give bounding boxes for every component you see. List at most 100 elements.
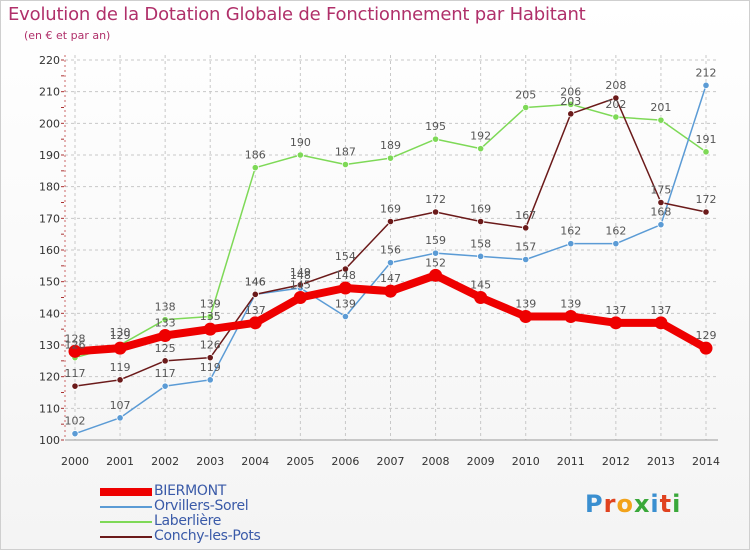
legend-swatch (100, 521, 152, 523)
data-label: 137 (245, 304, 266, 317)
data-label: 128 (65, 332, 86, 345)
data-label: 149 (290, 266, 311, 279)
data-point (71, 382, 79, 390)
data-point (654, 316, 668, 330)
data-label: 195 (425, 120, 446, 133)
data-point (296, 281, 304, 289)
data-label: 139 (335, 298, 356, 311)
data-label: 129 (696, 329, 717, 342)
data-point (296, 151, 304, 159)
y-tick-label: 140 (39, 307, 60, 320)
data-point (567, 100, 575, 108)
data-label: 168 (650, 206, 671, 219)
x-tick-label: 2003 (196, 455, 224, 468)
data-point (68, 344, 82, 358)
x-tick-label: 2002 (151, 455, 179, 468)
x-tick-label: 2008 (422, 455, 450, 468)
x-tick-label: 2004 (241, 455, 269, 468)
x-tick-label: 2013 (647, 455, 675, 468)
data-label: 192 (470, 130, 491, 143)
data-point (522, 255, 530, 264)
data-point (477, 252, 485, 260)
data-label: 172 (425, 193, 446, 206)
x-tick-label: 2012 (602, 455, 630, 468)
data-label: 169 (470, 203, 491, 216)
data-label: 117 (65, 367, 86, 380)
data-point (699, 341, 713, 355)
data-label: 157 (515, 241, 536, 254)
data-label: 130 (110, 326, 131, 339)
x-tick-label: 2009 (467, 455, 495, 468)
series-layer (68, 81, 713, 438)
logo-letter: x (633, 490, 651, 518)
data-point (251, 290, 259, 298)
y-tick-label: 160 (39, 244, 60, 257)
logo-letter: t (659, 490, 673, 518)
data-label: 167 (515, 209, 536, 222)
data-label: 139 (200, 298, 221, 311)
data-point (657, 198, 665, 207)
data-point (158, 329, 172, 342)
logo-letter: o (616, 490, 634, 518)
legend-swatch (100, 488, 152, 496)
data-label: 154 (335, 250, 356, 263)
data-label: 133 (155, 317, 176, 330)
data-point (71, 430, 79, 438)
data-point (612, 113, 620, 121)
y-tick-label: 170 (39, 212, 60, 225)
data-point (567, 110, 575, 118)
y-tick-label: 150 (39, 276, 60, 289)
data-point (386, 217, 395, 226)
grid-layer (65, 55, 718, 441)
data-point (702, 208, 710, 216)
legend-label: Laberlière (154, 513, 222, 529)
data-label: 212 (696, 66, 717, 79)
y-tick-label: 110 (39, 402, 60, 415)
legend-label: BIERMONT (154, 483, 227, 499)
data-label: 107 (110, 399, 131, 412)
data-label: 162 (560, 225, 581, 238)
data-point (657, 221, 665, 229)
x-tick-label: 2010 (512, 455, 540, 468)
data-point (567, 240, 575, 248)
x-tick-label: 2014 (692, 455, 720, 468)
logo-letter: i (672, 490, 682, 518)
x-tick-label: 2001 (106, 455, 134, 468)
data-point (338, 281, 352, 295)
y-tick-label: 200 (39, 117, 60, 130)
data-label: 145 (470, 279, 491, 292)
data-point (161, 357, 169, 365)
data-label: 203 (560, 95, 581, 108)
data-point (612, 94, 620, 102)
data-label: 117 (155, 367, 176, 380)
data-point (161, 316, 169, 324)
y-tick-label: 210 (39, 86, 60, 99)
data-label: 175 (650, 184, 671, 197)
data-point (384, 284, 397, 298)
x-tick-label: 2006 (331, 455, 359, 468)
y-tick-label: 120 (39, 371, 60, 384)
data-point (477, 145, 485, 153)
data-point (429, 268, 443, 282)
data-point (702, 81, 710, 89)
x-tick-label: 2007 (377, 455, 405, 468)
data-point (341, 265, 350, 273)
data-point (116, 376, 124, 384)
data-label: 186 (245, 149, 266, 162)
data-point (522, 103, 530, 112)
data-label: 129 (110, 329, 131, 342)
data-point (251, 164, 259, 172)
data-label: 126 (200, 339, 221, 352)
x-tick-label: 2005 (286, 455, 314, 468)
data-label: 187 (335, 146, 356, 159)
data-label: 135 (200, 310, 221, 323)
data-point (206, 354, 214, 362)
legend-swatch (100, 506, 152, 508)
data-point (522, 224, 530, 232)
data-label: 119 (110, 361, 131, 374)
data-label: 152 (425, 256, 446, 269)
data-point (431, 135, 440, 143)
data-label: 137 (650, 304, 671, 317)
data-label: 125 (155, 342, 176, 355)
